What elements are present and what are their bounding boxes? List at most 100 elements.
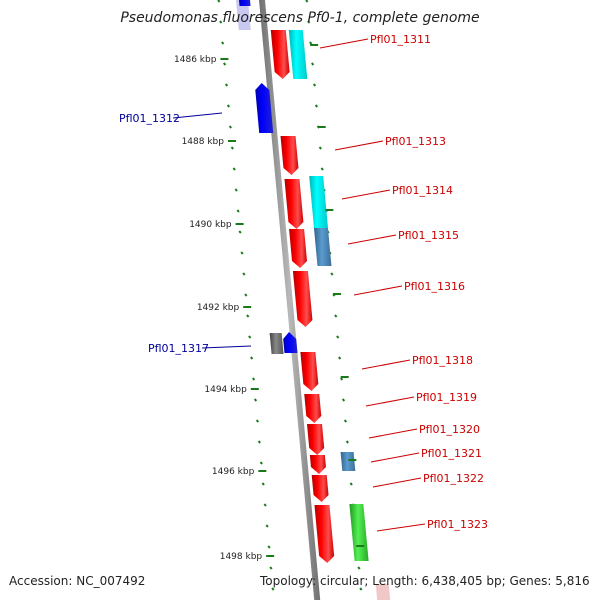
cyan-feature bbox=[288, 30, 308, 79]
right-tick-dot bbox=[305, 0, 309, 3]
left-tick-dot bbox=[250, 356, 254, 360]
right-tick-dot bbox=[336, 335, 340, 339]
steel-feature bbox=[313, 228, 332, 266]
gene-label: Pfl01_1321 bbox=[421, 447, 482, 460]
forward-gene-arrow bbox=[289, 229, 308, 268]
kbp-label: 1490 kbp bbox=[189, 220, 232, 230]
gene-label: Pfl01_1315 bbox=[398, 229, 459, 242]
cyan-feature bbox=[309, 176, 328, 228]
right-tick-dot bbox=[343, 419, 348, 423]
left-tick-dot bbox=[255, 419, 260, 423]
gene-leader-line bbox=[347, 234, 397, 245]
left-tick-dot bbox=[261, 482, 265, 486]
left-tick-dot bbox=[219, 20, 223, 24]
left-tick-dot bbox=[265, 524, 269, 528]
left-tick-dot bbox=[221, 41, 225, 45]
left-tick-dot bbox=[246, 314, 250, 318]
kbp-label: 1488 kbp bbox=[182, 137, 225, 147]
kbp-label: 1486 kbp bbox=[174, 55, 217, 65]
gene-leader-line bbox=[368, 428, 418, 439]
left-tick-dot bbox=[267, 545, 271, 549]
forward-gene-arrow bbox=[314, 505, 335, 563]
gene-label: Pfl01_1318 bbox=[412, 354, 473, 367]
reverse-gene-arrow bbox=[255, 83, 274, 133]
accession-label: Accession: NC_007492 bbox=[9, 574, 146, 588]
right-tick-dot bbox=[345, 440, 349, 444]
partial-feature bbox=[375, 584, 391, 600]
gene-label: Pfl01_1311 bbox=[370, 33, 431, 46]
left-tick-dot bbox=[223, 62, 227, 66]
forward-gene-arrow bbox=[270, 30, 290, 79]
reverse-gene-arrow bbox=[283, 332, 298, 353]
right-tick-dot bbox=[309, 41, 313, 45]
right-tick-dot bbox=[334, 314, 338, 318]
gene-leader-line bbox=[365, 396, 415, 407]
left-tick-dot bbox=[253, 398, 258, 402]
kbp-label: 1498 kbp bbox=[220, 552, 263, 562]
gene-leader-line bbox=[201, 345, 252, 349]
right-tick-dot bbox=[314, 104, 319, 108]
left-tick-dot bbox=[234, 188, 238, 192]
gene-leader-line bbox=[353, 285, 403, 296]
gene-leader-line bbox=[334, 140, 384, 151]
left-tick-dot bbox=[230, 146, 234, 150]
gene-label: Pfl01_1323 bbox=[427, 518, 488, 531]
right-tick-dot bbox=[338, 356, 342, 360]
gene-label: Pfl01_1312 bbox=[119, 112, 180, 125]
reverse-gene-arrow bbox=[239, 0, 251, 6]
gene-label: Pfl01_1313 bbox=[385, 135, 446, 148]
forward-gene-arrow bbox=[307, 424, 325, 455]
right-tick-dot bbox=[357, 566, 361, 570]
gene-leader-line bbox=[361, 359, 411, 370]
kbp-label: 1492 kbp bbox=[197, 303, 240, 313]
gene-label: Pfl01_1314 bbox=[392, 184, 453, 197]
right-tick-dot bbox=[339, 377, 344, 381]
left-tick-dot bbox=[259, 461, 263, 465]
right-tick-dot bbox=[330, 272, 334, 276]
right-tick-dot bbox=[359, 587, 363, 591]
gene-label: Pfl01_1322 bbox=[423, 472, 484, 485]
left-tick-dot bbox=[238, 230, 242, 234]
genome-title: Pseudomonas fluorescens Pf0-1, complete … bbox=[120, 10, 480, 26]
left-tick-dot bbox=[244, 293, 248, 297]
gene-label: Pfl01_1319 bbox=[416, 391, 477, 404]
left-tick-dot bbox=[271, 587, 275, 591]
gene-label: Pfl01_1320 bbox=[419, 423, 480, 436]
left-tick-dot bbox=[236, 209, 240, 213]
right-tick-dot bbox=[318, 146, 322, 150]
gene-leader-line bbox=[370, 452, 420, 463]
gene-leader-line bbox=[172, 112, 223, 119]
kbp-label: 1494 kbp bbox=[204, 385, 247, 395]
right-tick-dot bbox=[349, 482, 353, 486]
gene-leader-line bbox=[319, 38, 369, 49]
gene-leader-line bbox=[376, 523, 426, 532]
left-tick-dot bbox=[226, 104, 231, 108]
forward-gene-arrow bbox=[300, 352, 319, 391]
forward-gene-arrow bbox=[284, 179, 304, 229]
left-tick-dot bbox=[251, 377, 256, 381]
backbone-line bbox=[259, 0, 321, 600]
right-tick-dot bbox=[311, 62, 315, 66]
forward-gene-arrow bbox=[311, 475, 329, 502]
right-tick-dot bbox=[320, 167, 324, 171]
left-tick-dot bbox=[248, 335, 252, 339]
left-tick-dot bbox=[257, 440, 261, 444]
forward-gene-arrow bbox=[280, 136, 299, 175]
left-tick-dot bbox=[240, 251, 244, 255]
forward-gene-arrow bbox=[292, 271, 313, 327]
left-tick-dot bbox=[217, 0, 221, 3]
gray-feature bbox=[269, 333, 284, 354]
left-tick-dot bbox=[228, 125, 232, 129]
right-tick-dot bbox=[312, 83, 317, 87]
gene-leader-line bbox=[341, 189, 391, 200]
partial-feature bbox=[236, 0, 251, 30]
steel-feature bbox=[340, 452, 356, 471]
left-tick-dot bbox=[263, 503, 267, 507]
gene-leader-line bbox=[372, 477, 422, 488]
gene-label: Pfl01_1316 bbox=[404, 280, 465, 293]
forward-gene-arrow bbox=[309, 455, 326, 474]
topology-label: Topology: circular; Length: 6,438,405 bp… bbox=[260, 574, 590, 588]
left-tick-dot bbox=[269, 566, 273, 570]
gene-label: Pfl01_1317 bbox=[148, 342, 209, 355]
